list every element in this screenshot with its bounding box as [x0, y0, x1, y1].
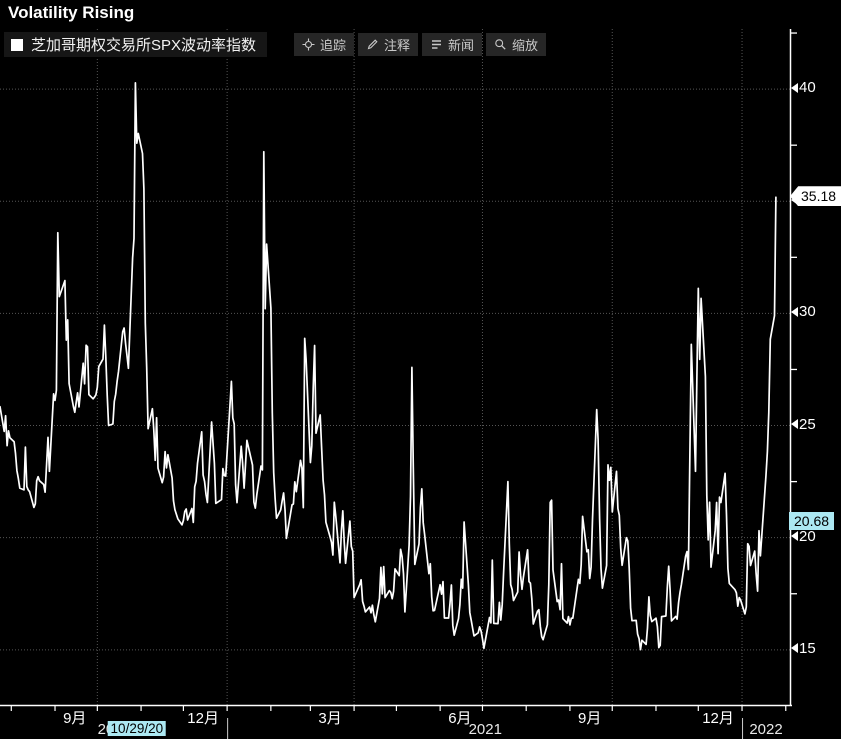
x-axis-month-label: 12月	[187, 710, 219, 727]
x-axis-month-label: 3月	[318, 710, 342, 727]
news-button[interactable]: 新闻	[422, 33, 483, 56]
tick-arrow-icon	[791, 531, 798, 542]
crosshair-date-label: 10/29/20	[107, 721, 167, 736]
magnifier-icon	[495, 39, 506, 50]
tick-arrow-icon	[791, 643, 798, 654]
y-axis-label: 25	[791, 416, 816, 433]
x-axis-month-label: 12月	[702, 710, 734, 727]
crosshair-value-label: 20.68	[789, 512, 835, 531]
news-icon	[432, 40, 442, 49]
last-price-label: 35.18	[790, 186, 841, 207]
zoom-button-label: 缩放	[512, 38, 539, 53]
x-axis-year-label: 2021	[468, 721, 502, 738]
x-axis-year-label: 2022	[749, 721, 783, 738]
crosshair-icon	[302, 38, 315, 51]
annotate-button-label: 注释	[384, 38, 411, 53]
legend-label: 芝加哥期权交易所SPX波动率指数	[31, 37, 257, 54]
pencil-icon	[367, 39, 378, 50]
x-axis-month-label: 6月	[448, 710, 472, 727]
zoom-button[interactable]: 缩放	[486, 33, 547, 56]
y-axis-label: 40	[791, 79, 816, 96]
legend[interactable]: 芝加哥期权交易所SPX波动率指数	[4, 32, 268, 57]
track-button-label: 追踪	[320, 38, 347, 53]
tick-arrow-icon	[791, 419, 798, 430]
chart-title: Volatility Rising	[8, 3, 135, 22]
news-button-label: 新闻	[448, 38, 475, 53]
y-axis-label: 20	[791, 528, 816, 545]
track-button[interactable]: 追踪	[294, 33, 355, 56]
chart-toolbar: 追踪 注释 新闻 缩放	[294, 33, 547, 56]
x-axis-month-label: 9月	[578, 710, 602, 727]
tick-arrow-icon	[791, 306, 798, 317]
y-axis-label: 15	[791, 640, 816, 657]
series-swatch-icon	[11, 38, 23, 51]
tick-arrow-icon	[791, 82, 798, 93]
x-axis-month-label: 9月	[63, 710, 87, 727]
y-axis-label: 30	[791, 303, 816, 320]
annotate-button[interactable]: 注释	[358, 33, 419, 56]
chart-line	[0, 81, 777, 651]
